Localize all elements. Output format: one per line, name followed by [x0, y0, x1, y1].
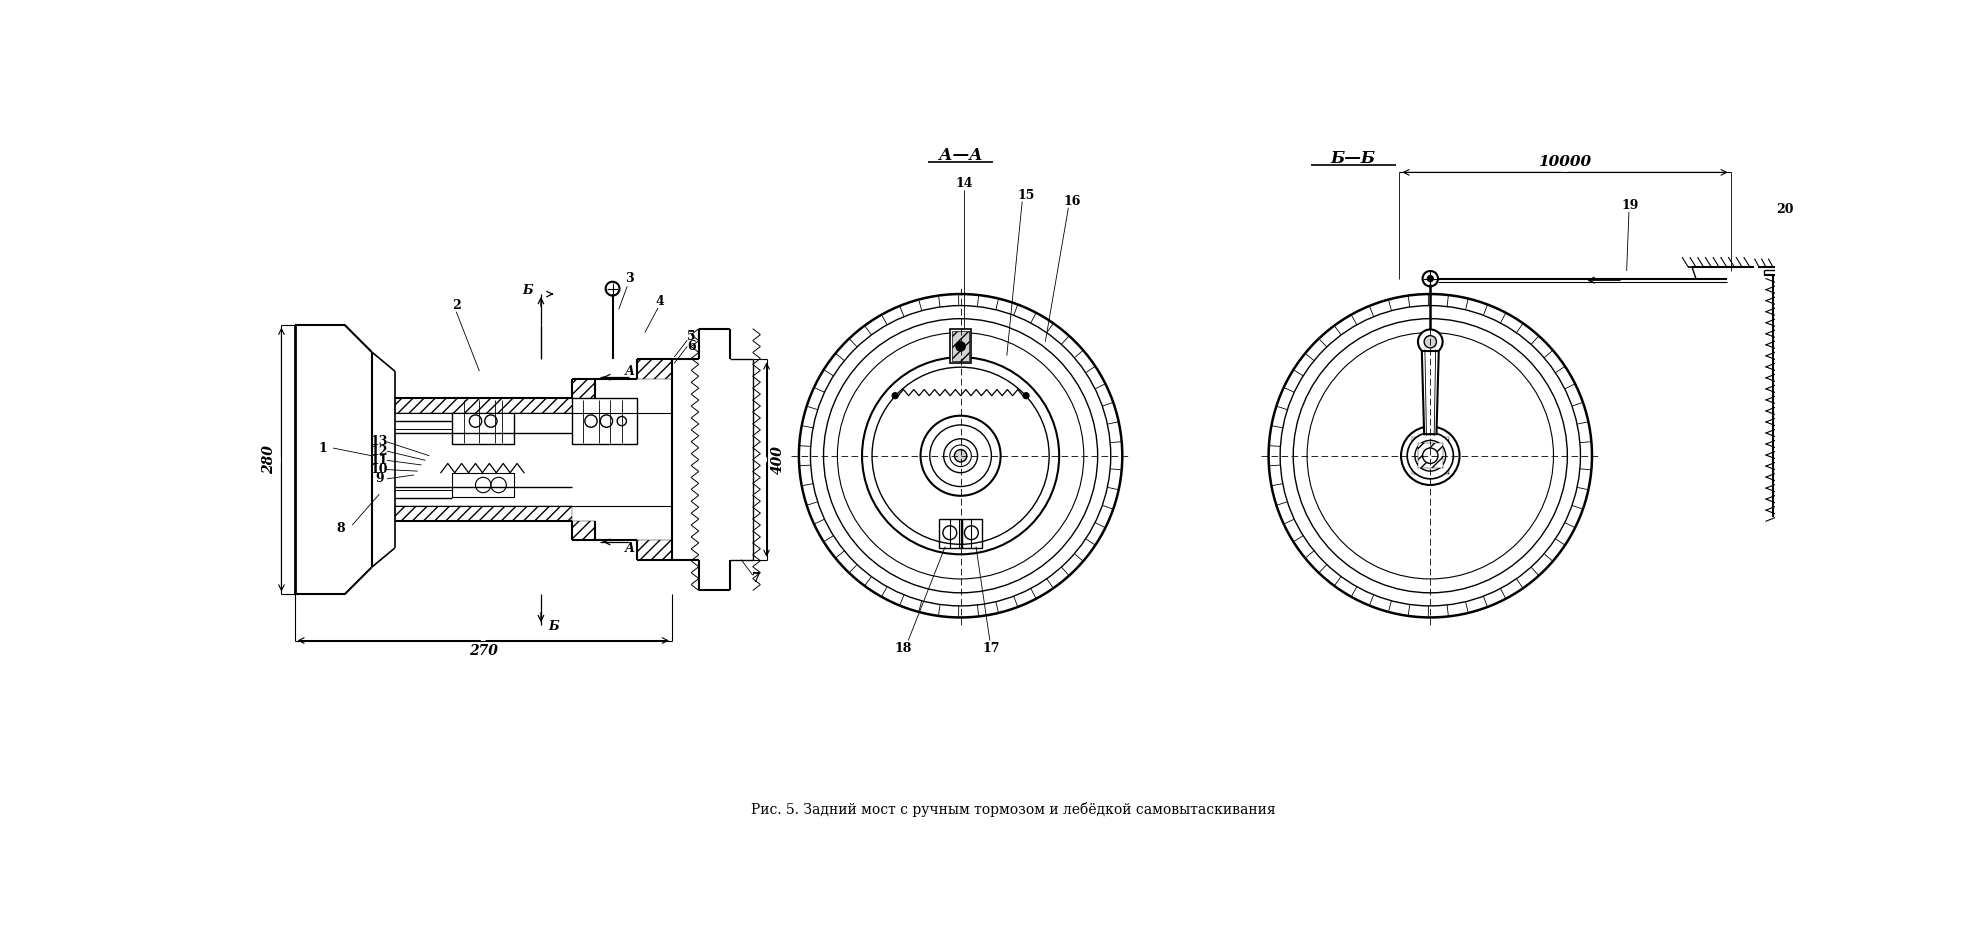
Bar	[940, 519, 961, 548]
Text: 7: 7	[752, 573, 762, 585]
Text: Б: Б	[548, 621, 560, 633]
Text: 280: 280	[263, 446, 277, 474]
Circle shape	[1424, 336, 1436, 348]
Circle shape	[1428, 275, 1434, 282]
Circle shape	[955, 449, 967, 461]
Text: 11: 11	[370, 454, 388, 467]
Text: 16: 16	[1064, 195, 1080, 208]
Text: 14: 14	[955, 178, 973, 190]
Text: 10: 10	[370, 463, 388, 476]
Text: 8: 8	[336, 522, 344, 535]
Text: 5: 5	[686, 329, 696, 343]
Circle shape	[1406, 432, 1454, 479]
Text: 17: 17	[983, 642, 1001, 655]
Text: 9: 9	[376, 473, 384, 486]
Bar	[961, 519, 983, 548]
Circle shape	[955, 342, 965, 351]
Circle shape	[469, 415, 483, 427]
Text: 20: 20	[1776, 203, 1794, 216]
Circle shape	[617, 417, 627, 426]
Circle shape	[1422, 448, 1438, 463]
Text: А—А: А—А	[940, 147, 983, 164]
Circle shape	[585, 415, 597, 427]
Circle shape	[1422, 448, 1438, 463]
Polygon shape	[1422, 351, 1438, 434]
Text: 10000: 10000	[1539, 154, 1592, 168]
Circle shape	[1422, 271, 1438, 286]
Bar	[949, 329, 971, 363]
Bar	[572, 521, 595, 540]
Text: 400: 400	[771, 446, 785, 474]
Text: Б: Б	[522, 284, 534, 297]
Text: 12: 12	[370, 445, 388, 458]
Text: Б—Б: Б—Б	[1331, 150, 1377, 167]
Circle shape	[892, 392, 898, 399]
Text: 13: 13	[370, 435, 388, 448]
Circle shape	[1023, 392, 1029, 399]
Circle shape	[944, 526, 957, 540]
Text: 270: 270	[469, 644, 498, 658]
Circle shape	[965, 526, 979, 540]
Circle shape	[605, 282, 619, 296]
Bar	[637, 359, 673, 379]
Bar	[572, 398, 637, 445]
Text: 4: 4	[657, 295, 665, 308]
Text: Рис. 5. Задний мост с ручным тормозом и лебёдкой самовытаскивания: Рис. 5. Задний мост с ручным тормозом и …	[752, 802, 1276, 817]
Circle shape	[485, 415, 496, 427]
Bar	[572, 379, 595, 398]
Text: А: А	[625, 364, 635, 377]
Circle shape	[1418, 444, 1442, 468]
Text: 3: 3	[625, 272, 633, 285]
Bar	[637, 540, 673, 560]
Bar	[951, 331, 969, 361]
Bar	[396, 398, 572, 414]
Text: 19: 19	[1622, 199, 1640, 212]
Bar	[1418, 444, 1442, 468]
Text: 18: 18	[894, 642, 912, 655]
Bar	[396, 505, 572, 521]
Circle shape	[599, 415, 613, 427]
Circle shape	[1418, 329, 1442, 354]
Bar	[1412, 437, 1448, 475]
Bar	[453, 398, 514, 445]
Text: 1: 1	[318, 442, 328, 455]
Text: 6: 6	[686, 340, 696, 353]
Text: 15: 15	[1017, 189, 1034, 202]
Text: А: А	[625, 542, 635, 555]
Text: 2: 2	[451, 300, 461, 312]
Bar	[453, 474, 514, 497]
